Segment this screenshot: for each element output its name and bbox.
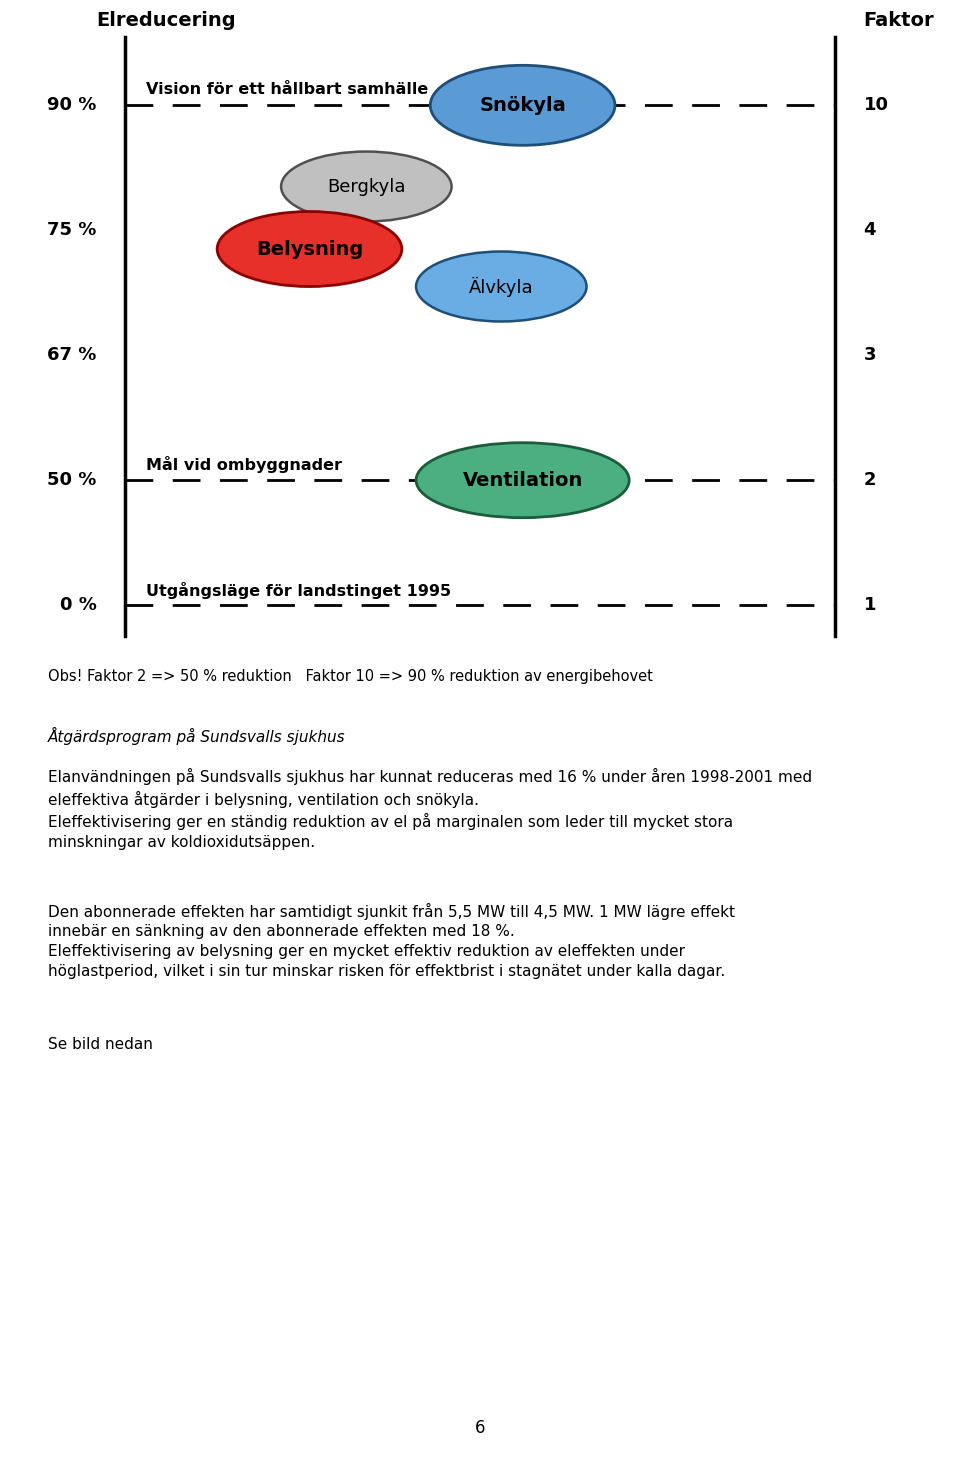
Text: Vision för ett hållbart samhälle: Vision för ett hållbart samhälle <box>146 82 428 97</box>
Ellipse shape <box>416 252 587 322</box>
Text: 1: 1 <box>864 595 876 614</box>
Text: 10: 10 <box>864 97 889 114</box>
Text: Elanvändningen på Sundsvalls sjukhus har kunnat reduceras med 16 % under åren 19: Elanvändningen på Sundsvalls sjukhus har… <box>48 768 812 850</box>
Text: 67 %: 67 % <box>47 347 96 364</box>
Text: Se bild nedan: Se bild nedan <box>48 1037 153 1052</box>
Text: Åtgärdsprogram på Sundsvalls sjukhus: Åtgärdsprogram på Sundsvalls sjukhus <box>48 727 346 745</box>
Text: Belysning: Belysning <box>256 240 363 259</box>
Ellipse shape <box>281 152 451 221</box>
Text: Faktor: Faktor <box>864 12 934 31</box>
Text: Älvkyla: Älvkyla <box>469 277 534 297</box>
Text: Den abonnerade effekten har samtidigt sjunkit från 5,5 MW till 4,5 MW. 1 MW lägr: Den abonnerade effekten har samtidigt sj… <box>48 903 735 979</box>
Text: Mål vid ombyggnader: Mål vid ombyggnader <box>146 455 342 473</box>
Text: Utgångsläge för landstinget 1995: Utgångsläge för landstinget 1995 <box>146 582 451 598</box>
Ellipse shape <box>217 212 402 287</box>
Text: Elreducering: Elreducering <box>96 12 236 31</box>
Text: Snökyla: Snökyla <box>479 95 566 114</box>
Text: 6: 6 <box>475 1419 485 1437</box>
Text: Ventilation: Ventilation <box>463 471 583 490</box>
Text: 90 %: 90 % <box>47 97 96 114</box>
Ellipse shape <box>430 66 615 145</box>
Text: Obs! Faktor 2 => 50 % reduktion   Faktor 10 => 90 % reduktion av energibehovet: Obs! Faktor 2 => 50 % reduktion Faktor 1… <box>48 669 653 683</box>
Ellipse shape <box>416 443 629 518</box>
Text: 2: 2 <box>864 471 876 489</box>
Text: 0 %: 0 % <box>60 595 96 614</box>
Text: 75 %: 75 % <box>47 221 96 240</box>
Text: Bergkyla: Bergkyla <box>327 177 405 196</box>
Text: 3: 3 <box>864 347 876 364</box>
Text: 50 %: 50 % <box>47 471 96 489</box>
Text: 4: 4 <box>864 221 876 240</box>
